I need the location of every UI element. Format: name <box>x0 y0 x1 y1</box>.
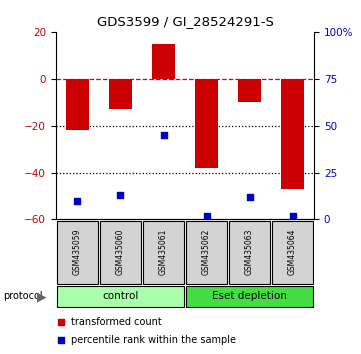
Point <box>290 213 295 218</box>
Bar <box>186 221 227 284</box>
Text: GSM435059: GSM435059 <box>73 229 82 275</box>
Text: ▶: ▶ <box>37 290 46 303</box>
Point <box>118 192 123 198</box>
Point <box>161 132 166 138</box>
Text: Eset depletion: Eset depletion <box>212 291 287 302</box>
Point <box>58 337 64 342</box>
Text: GSM435064: GSM435064 <box>288 229 297 275</box>
Point <box>58 320 64 325</box>
Text: GSM435061: GSM435061 <box>159 229 168 275</box>
Bar <box>272 221 313 284</box>
Bar <box>281 79 304 189</box>
Bar <box>57 286 184 307</box>
Bar <box>143 221 184 284</box>
Point <box>75 198 81 204</box>
Bar <box>195 79 218 168</box>
Text: GSM435060: GSM435060 <box>116 229 125 275</box>
Text: GSM435062: GSM435062 <box>202 229 211 275</box>
Bar <box>229 221 270 284</box>
Text: GSM435063: GSM435063 <box>245 229 254 275</box>
Bar <box>109 79 132 109</box>
Bar <box>66 79 89 130</box>
Title: GDS3599 / GI_28524291-S: GDS3599 / GI_28524291-S <box>97 15 273 28</box>
Text: transformed count: transformed count <box>71 318 162 327</box>
Bar <box>186 286 313 307</box>
Point <box>204 213 209 218</box>
Bar <box>238 79 261 102</box>
Bar <box>100 221 141 284</box>
Bar <box>152 44 175 79</box>
Text: control: control <box>102 291 139 302</box>
Point <box>247 194 252 200</box>
Bar <box>57 221 98 284</box>
Text: protocol: protocol <box>4 291 43 302</box>
Text: percentile rank within the sample: percentile rank within the sample <box>71 335 236 344</box>
